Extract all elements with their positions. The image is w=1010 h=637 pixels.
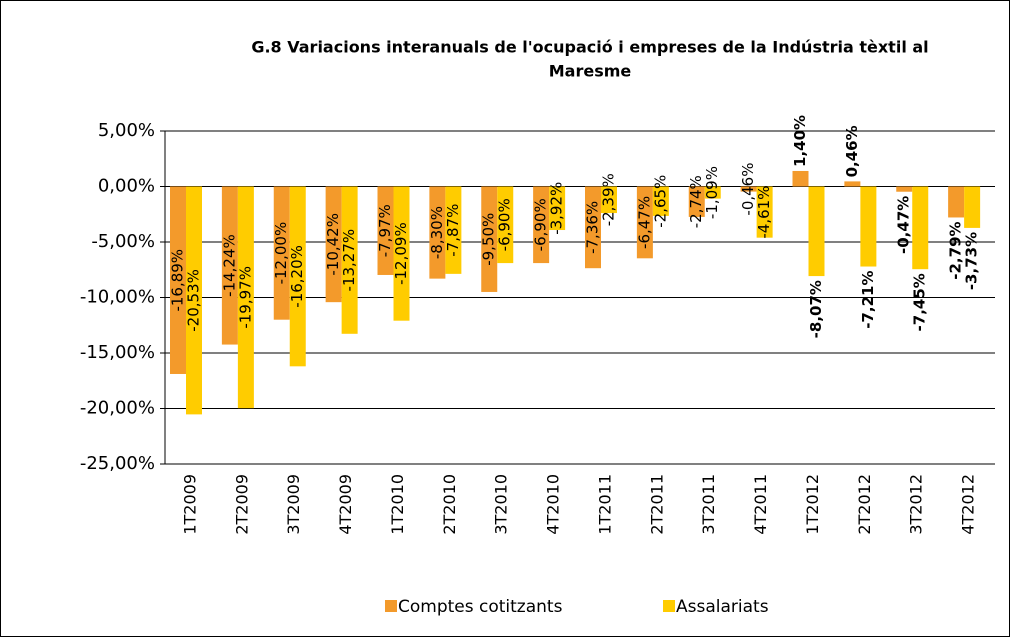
value-label: -12,00%	[272, 222, 290, 285]
bar	[585, 186, 601, 269]
bar	[221, 186, 238, 345]
bar	[377, 186, 394, 275]
chart-title: G.8 Variacions interanuals de l'ocupació…	[251, 38, 928, 57]
value-label: -19,97%	[236, 266, 254, 329]
bar	[186, 186, 202, 415]
bar	[170, 186, 186, 374]
bar	[341, 186, 358, 334]
value-label: -12,09%	[392, 222, 410, 285]
bar	[740, 186, 757, 192]
legend-swatch	[385, 600, 397, 612]
value-label: -16,20%	[288, 245, 306, 308]
bar	[497, 186, 514, 264]
bar	[912, 186, 929, 270]
bar	[237, 186, 254, 409]
bar	[273, 186, 290, 320]
bar	[688, 186, 705, 217]
bar	[325, 186, 342, 303]
value-label: -2,74%	[687, 175, 705, 228]
bar	[289, 186, 306, 367]
bar	[549, 186, 566, 231]
y-tick-label: -10,00%	[80, 287, 155, 308]
value-label: -6,90%	[496, 198, 514, 251]
x-tick-label: 4T2012	[959, 474, 978, 535]
value-label: -9,50%	[480, 213, 498, 266]
x-tick-label: 4T2009	[336, 474, 355, 535]
value-label: -14,24%	[220, 234, 238, 297]
x-tick-label: 1T2011	[595, 474, 614, 535]
x-tick-label: 2T2011	[647, 474, 666, 535]
x-tick-label: 3T2012	[907, 474, 926, 535]
legend-label: Assalariats	[676, 597, 769, 617]
bar	[704, 186, 721, 199]
value-label: -3,92%	[548, 182, 566, 235]
bar	[601, 186, 617, 214]
bar	[896, 186, 913, 192]
bar	[808, 186, 825, 277]
x-tick-label: 2T2010	[440, 474, 459, 535]
value-label: -1,09%	[703, 166, 721, 219]
value-label: -7,45%	[911, 273, 929, 331]
value-label: -2,79%	[947, 221, 965, 279]
x-tick-label: 1T2012	[803, 474, 822, 535]
x-tick-label: 4T2010	[544, 474, 563, 535]
value-label: -8,07%	[807, 280, 825, 338]
value-label: 0,46%	[843, 125, 861, 177]
bar	[792, 170, 809, 187]
value-label: -4,61%	[755, 186, 773, 239]
x-tick-label: 1T2010	[388, 474, 407, 535]
bar	[429, 186, 446, 279]
labels: -16,89%-20,53% -14,24%-19,97% -12,00%-16,2…	[169, 115, 981, 338]
chart-title: Maresme	[549, 62, 632, 81]
bar	[445, 186, 462, 274]
bar	[964, 186, 981, 228]
x-tick-label: 1T2009	[180, 474, 199, 535]
bar	[844, 181, 861, 187]
y-tick-label: -20,00%	[80, 398, 155, 419]
value-label: -2,65%	[651, 175, 669, 228]
y-tick-label: -25,00%	[80, 453, 155, 474]
value-label: -7,87%	[444, 204, 462, 257]
value-label: -13,27%	[340, 229, 358, 292]
value-label: -0,47%	[895, 196, 913, 254]
value-label: -6,90%	[532, 198, 550, 251]
value-label: -7,97%	[376, 204, 394, 257]
value-label: -7,36%	[584, 201, 602, 254]
x-tick-label: 3T2011	[699, 474, 718, 535]
value-label: -6,47%	[635, 196, 653, 249]
bar	[533, 186, 550, 264]
y-tick-label: -15,00%	[80, 342, 155, 363]
value-label: 1,40%	[791, 115, 809, 167]
value-label: -16,89%	[169, 249, 187, 312]
bar	[652, 186, 669, 216]
legend-swatch	[663, 600, 675, 612]
value-label: -0,46%	[739, 163, 757, 216]
bar	[860, 186, 877, 267]
bar	[481, 186, 498, 292]
x-tick-label: 2T2009	[232, 474, 251, 535]
legend-label: Comptes cotitzants	[398, 597, 563, 617]
x-tick-label: 4T2011	[751, 474, 770, 535]
value-label: -2,39%	[600, 173, 618, 226]
y-tick-label: 0,00%	[98, 176, 155, 197]
bar	[636, 186, 653, 259]
value-label: -10,42%	[324, 213, 342, 276]
value-label: -8,30%	[428, 206, 446, 259]
value-label: -20,53%	[185, 269, 203, 332]
value-label: -3,73%	[963, 232, 981, 290]
bar	[756, 186, 773, 238]
bars	[170, 170, 981, 415]
x-tick-label: 3T2009	[284, 474, 303, 535]
y-tick-label: 5,00%	[98, 120, 155, 141]
bar	[393, 186, 410, 321]
x-tick-label: 3T2010	[492, 474, 511, 535]
bar	[948, 186, 965, 218]
value-label: -7,21%	[859, 271, 877, 329]
y-tick-label: -5,00%	[91, 231, 155, 252]
x-tick-label: 2T2012	[855, 474, 874, 535]
